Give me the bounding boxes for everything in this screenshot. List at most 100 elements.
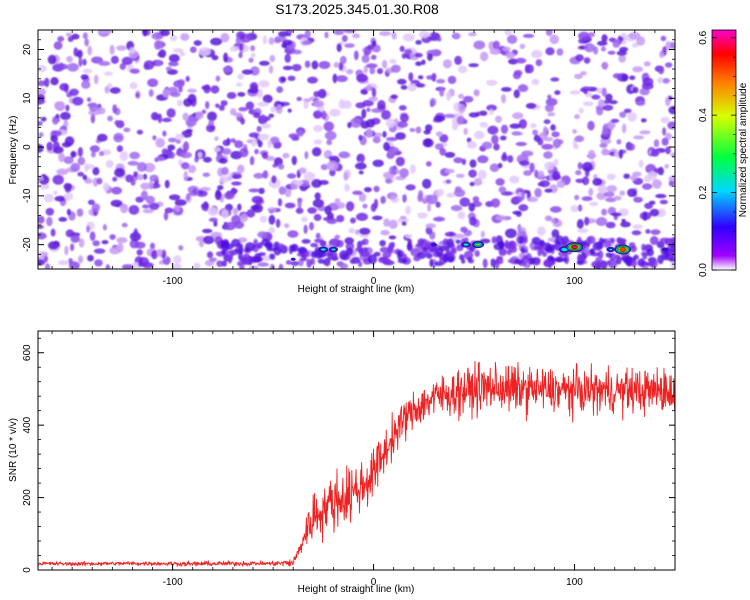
spectrogram-cell bbox=[657, 77, 664, 84]
spectrogram-cell bbox=[202, 172, 211, 178]
spectrogram-cell bbox=[185, 117, 197, 127]
spectrogram-cell bbox=[291, 243, 299, 252]
spectrogram-cell bbox=[415, 61, 423, 66]
spectrogram-cell bbox=[638, 159, 644, 168]
spectrogram-cell bbox=[468, 112, 480, 118]
spectrogram-cell bbox=[107, 115, 113, 122]
spectrogram-cell bbox=[78, 238, 85, 248]
spectrogram-cell bbox=[659, 237, 670, 244]
spectrogram-cell bbox=[623, 258, 630, 264]
spectrogram-cell bbox=[537, 137, 544, 146]
spectrogram-cell bbox=[250, 66, 260, 76]
spectrogram-cell bbox=[105, 159, 114, 169]
spectrogram-cell bbox=[369, 67, 376, 75]
spectrogram-cell bbox=[258, 252, 266, 257]
spectrogram-cell bbox=[253, 172, 265, 179]
spectrogram-cell bbox=[399, 215, 407, 220]
spectrogram-cell bbox=[537, 226, 546, 236]
spectrogram-cell bbox=[50, 77, 59, 86]
spectrogram-cell bbox=[129, 82, 138, 90]
spectrogram-cell bbox=[668, 105, 675, 115]
spectrogram-cell bbox=[385, 178, 393, 184]
spectrogram-cell bbox=[532, 129, 538, 136]
spectrogram-cell bbox=[623, 108, 632, 114]
spectrogram-cell bbox=[489, 163, 500, 172]
spectrogram-cell bbox=[174, 199, 187, 206]
spectrogram-cell bbox=[119, 151, 129, 162]
spectrogram-cell bbox=[313, 110, 323, 119]
spectrogram-cell bbox=[603, 191, 615, 198]
colorbar-tick-label: 0.4 bbox=[698, 108, 709, 122]
spectrogram-cell bbox=[214, 136, 219, 141]
spectrogram-cell bbox=[425, 226, 433, 235]
spectrogram-cell bbox=[498, 186, 507, 193]
spectrogram-cell bbox=[268, 209, 274, 214]
snr-x-tick-label: 0 bbox=[371, 577, 377, 588]
spectrogram-cell bbox=[135, 92, 140, 98]
spectrogram-cell bbox=[280, 76, 286, 82]
spectrogram-cell bbox=[229, 45, 239, 52]
spectrogram-cell bbox=[377, 68, 383, 75]
spectrogram-cell bbox=[522, 33, 535, 38]
spectrogram-cell bbox=[304, 151, 309, 160]
spectrogram-cell bbox=[238, 237, 248, 243]
spectrogram-cell bbox=[662, 127, 667, 136]
spectrogram-y-tick-label: 0 bbox=[22, 144, 33, 150]
spectrogram-cell bbox=[173, 255, 182, 264]
spectrogram-cell bbox=[222, 139, 231, 147]
spectrogram-cell bbox=[539, 132, 548, 139]
spectrogram-cell bbox=[294, 179, 304, 186]
spectrogram-cell bbox=[511, 131, 522, 136]
spectrogram-cell bbox=[473, 40, 486, 50]
spectrogram-cell bbox=[268, 226, 276, 234]
spectrogram-cell bbox=[469, 216, 477, 226]
spectrogram-cell bbox=[150, 242, 155, 250]
spectrogram-cell bbox=[86, 225, 91, 233]
spectrogram-cell bbox=[317, 258, 325, 264]
spectrogram-cell bbox=[358, 134, 363, 141]
spectrogram-cell bbox=[121, 264, 134, 269]
spectrogram-cell bbox=[268, 65, 274, 74]
spectrogram-cell bbox=[307, 207, 317, 214]
spectrogram-cell bbox=[591, 94, 601, 100]
spectrogram-cell bbox=[480, 51, 489, 62]
spectrogram-cell bbox=[429, 98, 437, 107]
spectrogram-cell bbox=[616, 139, 622, 145]
spectrogram-cell bbox=[417, 238, 425, 247]
spectrogram-cell bbox=[314, 192, 321, 200]
spectrogram-cell bbox=[323, 121, 335, 132]
spectrogram-cell bbox=[91, 203, 101, 213]
spectrogram-cell bbox=[50, 228, 56, 237]
spectrogram-cell bbox=[182, 112, 189, 121]
spectrogram-cell bbox=[643, 61, 651, 67]
snr-y-tick-label: 600 bbox=[22, 344, 33, 361]
spectrogram-cell bbox=[142, 173, 148, 180]
spectrogram-cell bbox=[237, 92, 246, 97]
spectrogram-cell bbox=[102, 182, 110, 192]
spectrogram-cell bbox=[162, 130, 167, 137]
spectrogram-cell bbox=[38, 232, 47, 240]
spectrogram-cell bbox=[77, 255, 84, 264]
spectrogram-cell bbox=[543, 119, 551, 125]
spectrogram-cell bbox=[520, 247, 525, 254]
spectrogram-cell bbox=[606, 185, 617, 193]
spectrogram-cell bbox=[60, 111, 71, 121]
spectrogram-cell bbox=[261, 123, 271, 129]
spectrogram-cell bbox=[187, 164, 197, 174]
spectrogram-cell bbox=[635, 100, 646, 106]
spectrogram-cell bbox=[494, 258, 500, 269]
spectrogram-cell bbox=[358, 193, 367, 202]
spectrogram-texture bbox=[38, 30, 675, 269]
spectrogram-cell bbox=[142, 204, 150, 209]
spectrogram-cell bbox=[145, 195, 155, 205]
spectrogram-cell bbox=[589, 201, 599, 206]
spectrogram-cell bbox=[223, 52, 229, 63]
spectrogram-cell bbox=[218, 157, 228, 164]
spectrogram-cell bbox=[123, 127, 131, 133]
colorbar-axes: 0.0 0.2 0.4 0.6 bbox=[698, 30, 736, 277]
spectrogram-cell bbox=[193, 40, 202, 46]
spectrogram-cell bbox=[367, 254, 378, 265]
spectrogram-cell bbox=[198, 46, 211, 56]
spectrogram-cell bbox=[535, 59, 543, 67]
